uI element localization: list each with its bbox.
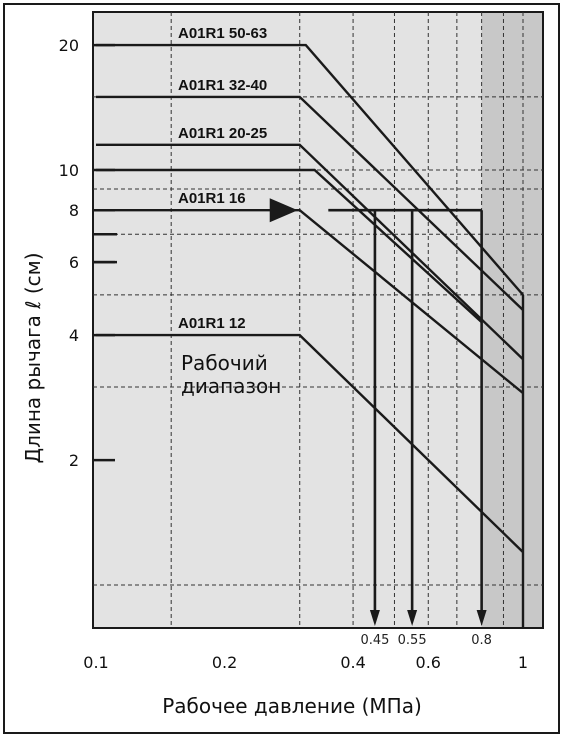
series-line	[96, 333, 524, 553]
drop-value-label: 0.8	[471, 633, 492, 648]
drop-arrowhead	[407, 610, 418, 626]
x-tick-label: 0.6	[416, 653, 441, 672]
y-tick-label: 2	[69, 451, 79, 470]
series-line	[96, 168, 483, 323]
plot-area	[93, 12, 543, 628]
series-label: A01R1 16	[178, 190, 246, 207]
x-tick-label: 0.2	[212, 653, 237, 672]
drop-arrowhead	[476, 610, 487, 626]
series-line	[96, 43, 524, 296]
series-label: A01R1 12	[178, 315, 246, 332]
series-line	[96, 95, 524, 311]
series-line	[96, 143, 524, 361]
y-tick-label: 20	[59, 36, 79, 55]
plot-border	[92, 11, 544, 629]
y-axis-title: Длина рычага ℓ (см)	[21, 252, 45, 463]
y-tick-label: 8	[69, 201, 79, 220]
drop-value-label: 0.55	[398, 633, 427, 648]
x-tick-label: 1	[518, 653, 528, 672]
x-axis-title: Рабочее давление (МПа)	[162, 694, 422, 718]
x-tick-label: 0.1	[83, 653, 108, 672]
series-label: A01R1 20-25	[178, 125, 267, 142]
y-tick-label: 10	[59, 161, 79, 180]
series-label: A01R1 50-63	[178, 25, 267, 42]
annotation-line-2: диапазон	[181, 374, 281, 398]
y-tick-label: 4	[69, 326, 79, 345]
drop-arrowhead	[369, 610, 380, 626]
high-pressure-band	[481, 12, 543, 628]
series-label: A01R1 32-40	[178, 77, 267, 94]
example-arrow	[269, 198, 298, 223]
drop-value-label: 0.45	[360, 633, 389, 648]
chart-frame	[3, 3, 560, 734]
y-tick-label: 6	[69, 253, 79, 272]
annotation-line-1: Рабочий	[181, 351, 268, 375]
series-line	[96, 208, 524, 395]
x-tick-label: 0.4	[340, 653, 365, 672]
